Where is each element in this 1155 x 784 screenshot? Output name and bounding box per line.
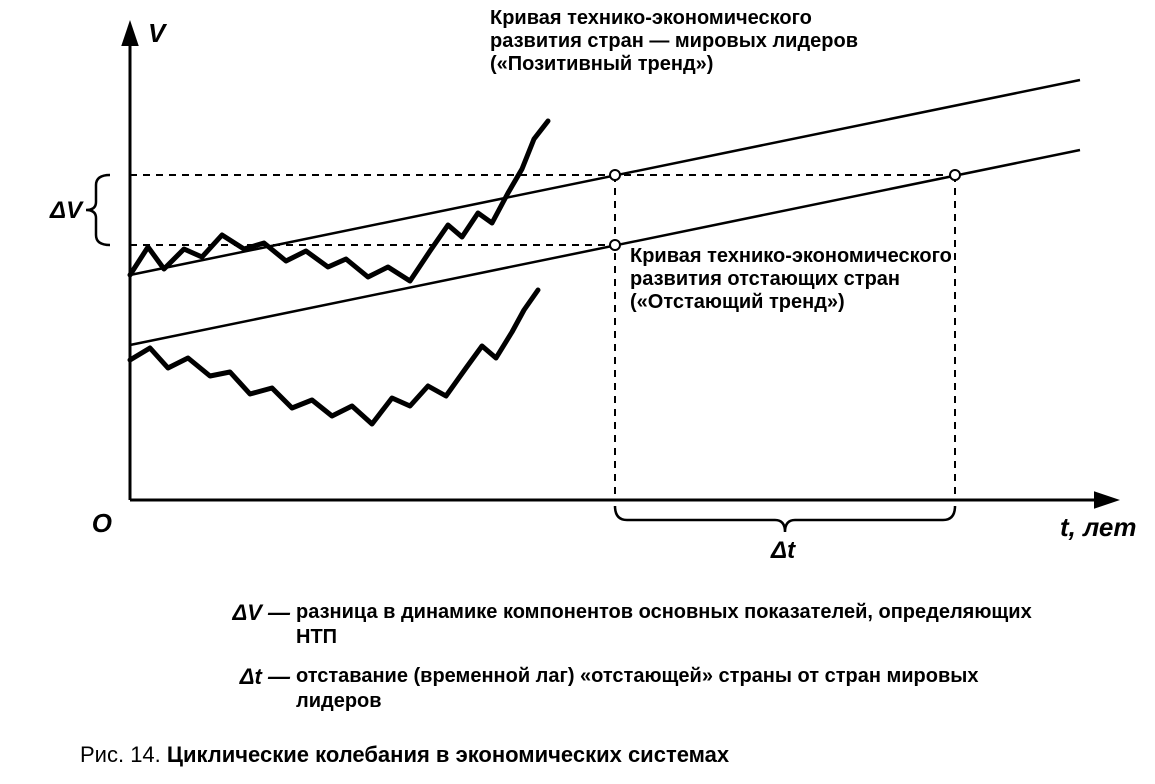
- caption-title: Циклические колебания в экономических си…: [167, 742, 729, 767]
- deltaV-brace: [86, 175, 110, 245]
- caption-prefix: Рис. 14.: [80, 742, 167, 767]
- marker-lower: [610, 240, 620, 250]
- annotation-upper-line: («Позитивный тренд»): [490, 53, 713, 75]
- deltaT-label: Δt: [770, 537, 796, 564]
- legend-symbol-dt: Δt —: [180, 664, 296, 690]
- annotation-upper-line: развития стран — мировых лидеров: [490, 30, 858, 52]
- annotation-lower-line: Кривая технико-экономического: [630, 245, 952, 267]
- x-axis-label: t, лет: [1060, 512, 1137, 542]
- y-axis-label: V: [148, 18, 168, 48]
- annotation-upper-line: Кривая технико-экономического: [490, 7, 812, 29]
- legend-row: ΔV — разница в динамике компонентов осно…: [180, 600, 1060, 650]
- legend-row: Δt — отставание (временной лаг) «отстающ…: [180, 664, 1060, 714]
- legend-symbol-dV: ΔV —: [180, 600, 296, 626]
- figure-container: { "figure": { "type": "diagram", "backgr…: [0, 0, 1155, 784]
- annotation-lower-line: («Отстающий тренд»): [630, 291, 845, 313]
- marker-upper-right: [950, 170, 960, 180]
- y-axis-arrow: [121, 20, 139, 46]
- marker-upper-left: [610, 170, 620, 180]
- deltaV-label: ΔV: [49, 197, 84, 224]
- figure-caption: Рис. 14. Циклические колебания в экономи…: [80, 742, 729, 768]
- chart-svg: Vt, лет O ΔV Δt Кривая технико-экономическог…: [0, 0, 1155, 590]
- lower-wavy-curve: [130, 290, 538, 424]
- annotation-lower-line: развития отстающих стран: [630, 268, 900, 290]
- legend-block: ΔV — разница в динамике компонентов осно…: [180, 600, 1060, 728]
- x-axis-arrow: [1094, 491, 1120, 509]
- legend-text-dt: отставание (временной лаг) «отстающей» с…: [296, 664, 1060, 714]
- legend-text-dV: разница в динамике компонентов основных …: [296, 600, 1060, 650]
- deltaT-brace: [615, 506, 955, 532]
- origin-label: O: [92, 508, 112, 538]
